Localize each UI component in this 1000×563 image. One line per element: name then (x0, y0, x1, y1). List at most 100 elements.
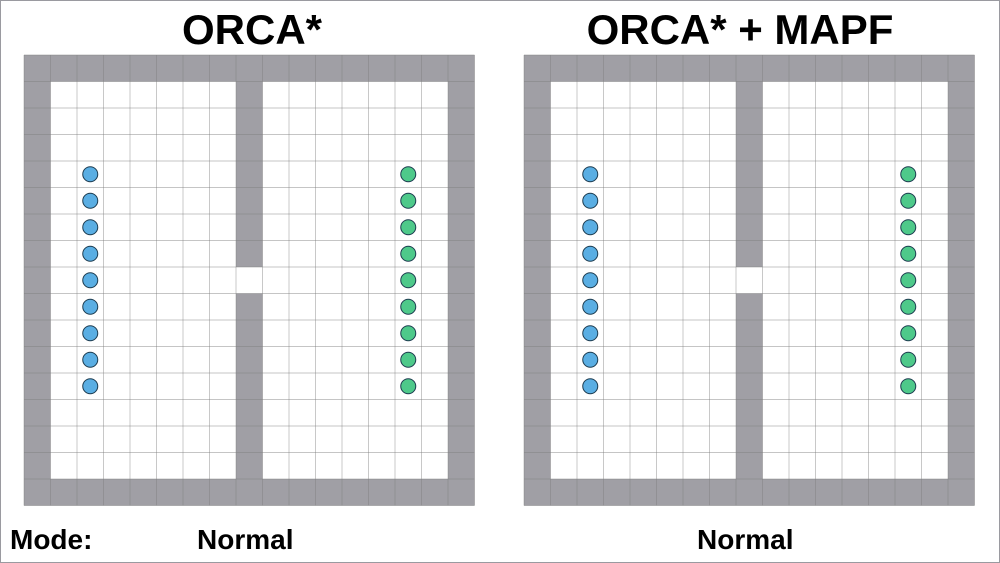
wall-cell (24, 320, 51, 347)
wall-cell (736, 161, 763, 188)
wall-cell (236, 320, 263, 347)
wall-cell (448, 214, 475, 241)
wall-cell (656, 55, 683, 82)
grid-map-orca (23, 54, 475, 506)
agent-blue (582, 325, 599, 342)
agent-green (400, 272, 417, 289)
wall-cell (736, 320, 763, 347)
wall-cell (209, 479, 236, 506)
wall-cell (315, 479, 342, 506)
wall-cell (736, 426, 763, 453)
wall-cell (368, 479, 395, 506)
wall-cell (736, 346, 763, 373)
wall-cell (50, 479, 77, 506)
wall-cell (24, 240, 51, 267)
wall-cell (236, 108, 263, 135)
wall-cell (24, 108, 51, 135)
wall-cell (24, 399, 51, 426)
wall-cell (948, 320, 975, 347)
wall-cell (236, 452, 263, 479)
wall-cell (948, 108, 975, 135)
agent-blue (582, 192, 599, 209)
wall-cell (630, 55, 657, 82)
agent-blue (582, 298, 599, 315)
wall-cell (895, 479, 922, 506)
agent-green (400, 192, 417, 209)
agent-green (400, 166, 417, 183)
wall-cell (736, 134, 763, 161)
wall-cell (342, 55, 369, 82)
wall-cell (550, 55, 577, 82)
wall-cell (50, 55, 77, 82)
wall-cell (524, 240, 551, 267)
wall-cell (236, 187, 263, 214)
agent-blue (82, 325, 99, 342)
wall-cell (448, 108, 475, 135)
wall-cell (524, 426, 551, 453)
wall-cell (524, 346, 551, 373)
wall-cell (24, 452, 51, 479)
wall-cell (948, 267, 975, 294)
wall-cell (421, 479, 448, 506)
wall-cell (236, 479, 263, 506)
wall-cell (524, 320, 551, 347)
wall-cell (368, 55, 395, 82)
wall-cell (948, 240, 975, 267)
wall-cell (448, 452, 475, 479)
panel-title-orca: ORCA* (181, 6, 322, 53)
wall-cell (236, 134, 263, 161)
agent-blue (82, 272, 99, 289)
wall-cell (842, 55, 869, 82)
mode-label: Mode: (10, 524, 93, 555)
wall-cell (948, 214, 975, 241)
wall-cell (236, 55, 263, 82)
wall-cell (815, 479, 842, 506)
agent-green (900, 219, 917, 236)
wall-cell (736, 81, 763, 108)
agent-green (900, 351, 917, 368)
wall-cell (156, 55, 183, 82)
wall-cell (448, 426, 475, 453)
wall-cell (24, 187, 51, 214)
wall-cell (709, 55, 736, 82)
wall-cell (948, 161, 975, 188)
wall-cell (156, 479, 183, 506)
agent-green (400, 298, 417, 315)
wall-cell (183, 479, 210, 506)
wall-cell (448, 134, 475, 161)
wall-cell (448, 267, 475, 294)
wall-cell (24, 267, 51, 294)
wall-cell (630, 479, 657, 506)
wall-cell (262, 55, 289, 82)
wall-cell (921, 55, 948, 82)
wall-cell (683, 479, 710, 506)
agent-green (900, 166, 917, 183)
agent-green (900, 378, 917, 395)
wall-cell (524, 267, 551, 294)
wall-cell (815, 55, 842, 82)
wall-cell (524, 108, 551, 135)
wall-cell (736, 293, 763, 320)
agent-green (400, 219, 417, 236)
wall-cell (736, 214, 763, 241)
wall-cell (789, 55, 816, 82)
wall-cell (524, 214, 551, 241)
agent-green (400, 351, 417, 368)
wall-cell (24, 81, 51, 108)
wall-cell (395, 479, 422, 506)
wall-cell (130, 55, 157, 82)
wall-cell (736, 399, 763, 426)
wall-cell (289, 55, 316, 82)
agent-green (400, 245, 417, 262)
wall-cell (448, 320, 475, 347)
wall-cell (524, 134, 551, 161)
wall-cell (448, 346, 475, 373)
wall-cell (236, 161, 263, 188)
wall-cell (736, 240, 763, 267)
wall-cell (948, 426, 975, 453)
agent-blue (582, 245, 599, 262)
wall-cell (289, 479, 316, 506)
wall-cell (948, 452, 975, 479)
wall-cell (842, 479, 869, 506)
wall-cell (24, 214, 51, 241)
